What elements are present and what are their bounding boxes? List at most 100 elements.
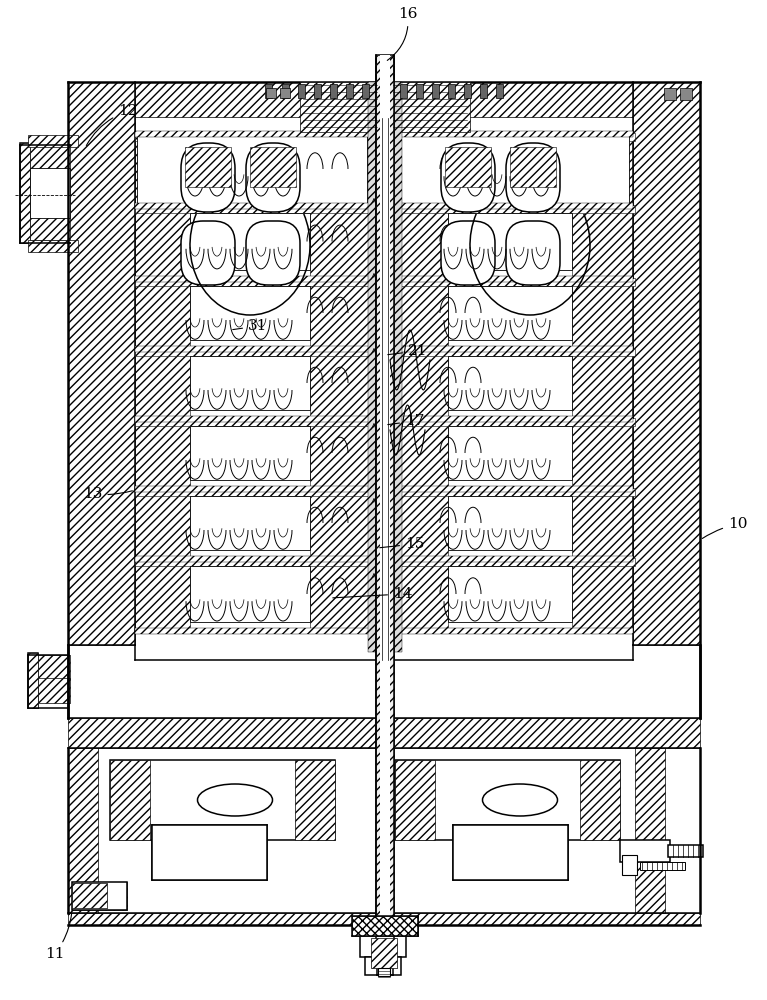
Bar: [393, 488, 635, 496]
Bar: [190, 141, 310, 197]
Text: 10: 10: [703, 517, 748, 538]
Bar: [393, 486, 633, 492]
Bar: [266, 88, 276, 98]
Bar: [346, 84, 353, 98]
Bar: [393, 558, 448, 630]
Bar: [135, 278, 190, 348]
FancyBboxPatch shape: [441, 221, 495, 285]
Bar: [190, 426, 310, 480]
Bar: [393, 131, 633, 137]
Bar: [35, 678, 70, 703]
Bar: [393, 416, 633, 422]
Bar: [135, 488, 377, 496]
Bar: [352, 916, 418, 936]
Bar: [640, 862, 685, 870]
FancyBboxPatch shape: [246, 221, 300, 285]
Bar: [185, 147, 231, 187]
Bar: [510, 147, 556, 187]
Ellipse shape: [482, 784, 558, 816]
Bar: [20, 143, 30, 243]
Bar: [135, 348, 377, 356]
Bar: [135, 558, 190, 630]
Bar: [394, 82, 402, 652]
Bar: [300, 82, 377, 132]
FancyBboxPatch shape: [181, 143, 235, 212]
Bar: [448, 566, 572, 622]
Bar: [393, 82, 700, 117]
Bar: [28, 190, 70, 240]
Bar: [265, 84, 272, 98]
Bar: [135, 133, 190, 205]
Bar: [480, 84, 487, 98]
Bar: [190, 356, 310, 410]
Bar: [68, 748, 98, 913]
Bar: [28, 653, 38, 708]
Text: 12: 12: [87, 104, 137, 146]
Bar: [453, 825, 568, 880]
Bar: [20, 143, 30, 243]
FancyBboxPatch shape: [181, 221, 235, 285]
Bar: [28, 135, 78, 147]
Bar: [580, 760, 620, 840]
Bar: [72, 882, 127, 910]
Bar: [135, 348, 190, 418]
Bar: [393, 346, 633, 352]
Bar: [376, 55, 394, 955]
Bar: [135, 418, 190, 488]
Ellipse shape: [197, 784, 272, 816]
Bar: [572, 133, 633, 205]
Bar: [572, 348, 633, 418]
Bar: [572, 418, 633, 488]
Bar: [393, 205, 448, 278]
Bar: [393, 203, 633, 209]
Bar: [28, 145, 70, 190]
Text: 14: 14: [333, 587, 413, 601]
Bar: [393, 82, 470, 132]
Bar: [432, 84, 439, 98]
Bar: [371, 938, 397, 968]
Bar: [572, 205, 633, 278]
Bar: [310, 418, 377, 488]
Bar: [393, 133, 448, 205]
Bar: [448, 213, 572, 270]
Bar: [190, 566, 310, 622]
Bar: [282, 84, 289, 98]
Bar: [35, 655, 70, 680]
Bar: [135, 488, 190, 558]
Bar: [572, 488, 633, 558]
Bar: [135, 131, 377, 137]
Bar: [355, 918, 410, 936]
Bar: [310, 133, 377, 205]
Bar: [572, 278, 633, 348]
Bar: [135, 205, 377, 213]
Bar: [362, 84, 369, 98]
Bar: [72, 883, 107, 908]
Bar: [622, 855, 637, 875]
Bar: [250, 147, 296, 187]
Bar: [680, 88, 692, 100]
Bar: [310, 558, 377, 630]
Bar: [464, 84, 471, 98]
Bar: [448, 356, 572, 410]
Text: 16: 16: [387, 7, 417, 60]
Bar: [380, 55, 390, 955]
Bar: [416, 84, 423, 98]
Bar: [310, 348, 377, 418]
Bar: [135, 203, 377, 209]
Bar: [620, 840, 670, 862]
Bar: [393, 418, 635, 426]
Bar: [376, 55, 394, 955]
Bar: [30, 168, 70, 218]
Bar: [68, 913, 377, 925]
Bar: [401, 133, 629, 205]
Bar: [496, 84, 503, 98]
Bar: [135, 558, 377, 566]
Bar: [280, 88, 290, 98]
Bar: [28, 653, 38, 708]
FancyBboxPatch shape: [246, 143, 300, 212]
Bar: [393, 278, 635, 286]
Bar: [393, 418, 448, 488]
Bar: [448, 426, 572, 480]
Bar: [135, 205, 190, 278]
Text: 13: 13: [83, 487, 133, 501]
